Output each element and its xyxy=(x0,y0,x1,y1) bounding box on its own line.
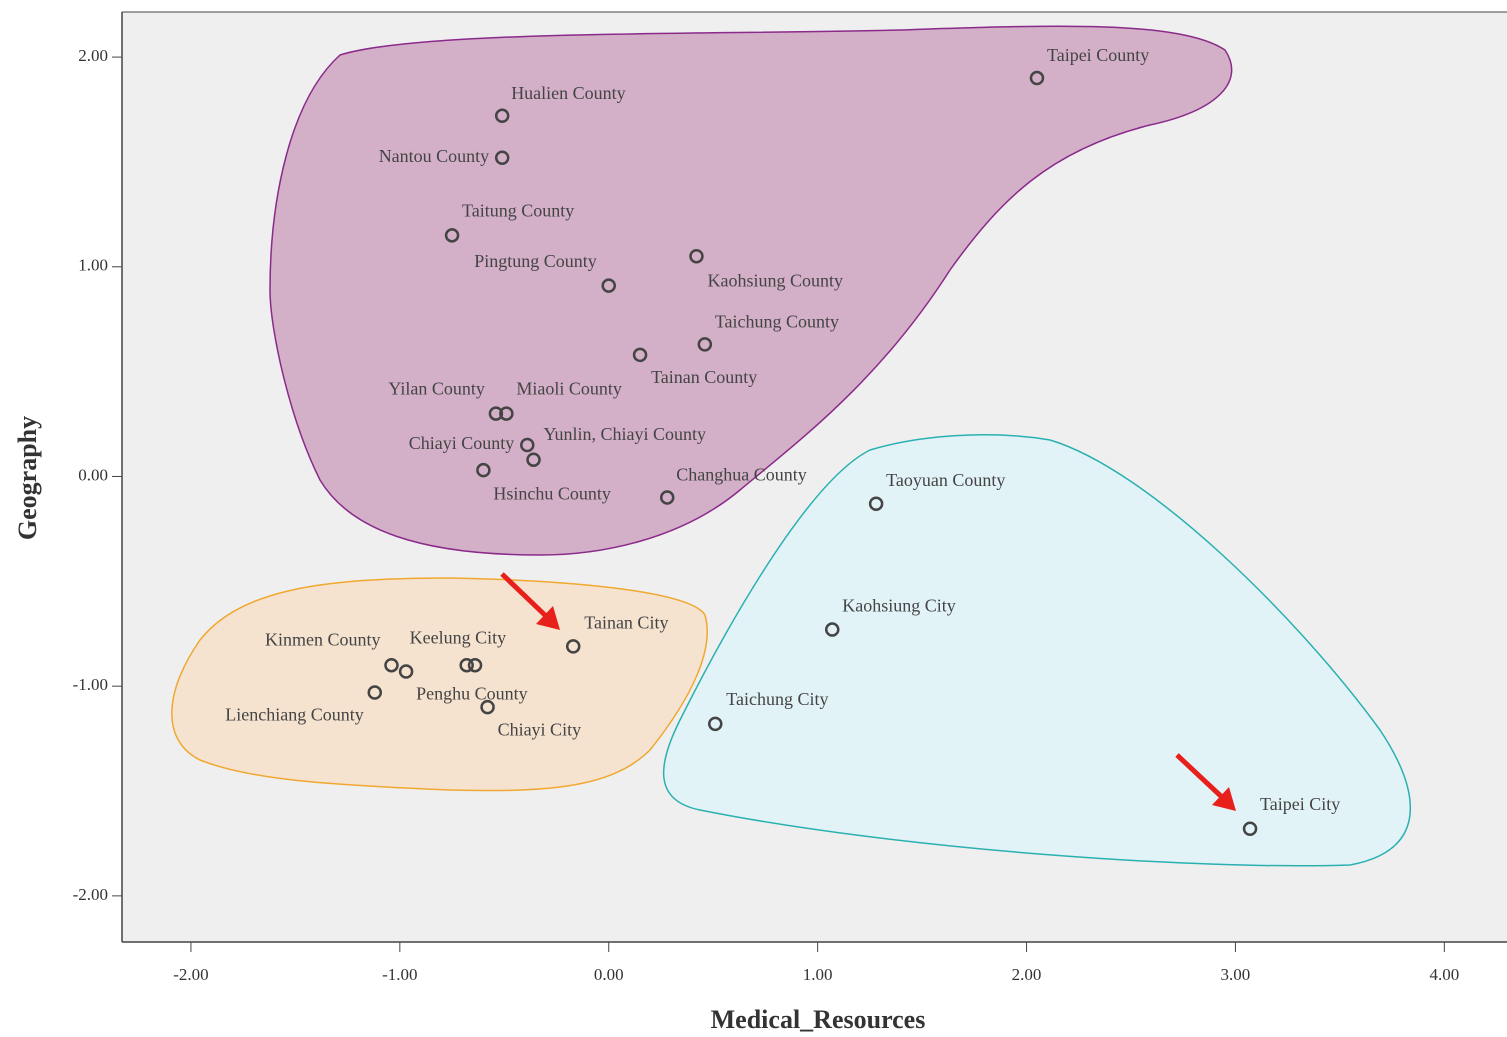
cluster-teal xyxy=(663,434,1412,867)
point-label: Taichung County xyxy=(715,311,839,331)
point-label: Pingtung County xyxy=(474,251,597,271)
point-label: Taichung City xyxy=(726,689,828,709)
arrow xyxy=(1175,753,1236,811)
y-tick-label: 0.00 xyxy=(78,465,108,484)
point xyxy=(494,108,510,124)
x-tick-label: 4.00 xyxy=(1429,965,1459,984)
point xyxy=(494,150,510,165)
point-label: Chiayi City xyxy=(498,719,582,739)
point-label: Kinmen County xyxy=(265,629,381,649)
x-tick-label: 3.00 xyxy=(1221,965,1251,984)
y-tick-label: -2.00 xyxy=(73,885,108,904)
y-axis-title: Geography xyxy=(13,416,42,540)
point xyxy=(1029,70,1045,86)
point-label: Chiayi County xyxy=(409,433,515,453)
point xyxy=(565,639,581,654)
y-tick-label: 2.00 xyxy=(78,46,108,65)
point-label: Hsinchu County xyxy=(493,483,611,503)
point-label: Taipei County xyxy=(1047,45,1149,65)
y-tick-label: 1.00 xyxy=(78,256,108,275)
point xyxy=(488,406,504,421)
x-tick-label: 0.00 xyxy=(594,965,624,984)
point xyxy=(659,490,675,505)
point-label: Penghu County xyxy=(416,684,528,704)
point xyxy=(708,716,723,732)
point-label: Tainan City xyxy=(584,612,668,632)
point-label: Lienchiang County xyxy=(225,705,363,725)
x-tick-label: 2.00 xyxy=(1012,965,1042,984)
arrow xyxy=(500,572,560,630)
point-label: Nantou County xyxy=(379,146,490,166)
cluster-purple xyxy=(269,25,1233,556)
cluster-orange xyxy=(171,577,708,792)
point-label: Yilan County xyxy=(388,379,485,399)
point-label: Kaohsiung City xyxy=(842,596,956,616)
point xyxy=(384,657,399,673)
point xyxy=(520,437,535,453)
point-label: Miaoli County xyxy=(516,379,622,399)
point xyxy=(868,496,884,511)
point xyxy=(467,657,483,673)
point-label: Changhua County xyxy=(676,465,807,485)
point xyxy=(632,347,648,363)
point xyxy=(825,622,840,637)
point-label: Taipei City xyxy=(1260,794,1340,814)
point xyxy=(480,699,495,715)
point xyxy=(697,337,713,352)
point xyxy=(499,406,514,421)
point xyxy=(1242,821,1258,837)
x-tick-label: -2.00 xyxy=(173,965,208,984)
point xyxy=(367,685,383,700)
point xyxy=(476,462,491,478)
point-label: Hualien County xyxy=(511,83,625,103)
point-label: Taoyuan County xyxy=(886,470,1005,490)
point-label: Kaohsiung County xyxy=(707,270,843,290)
x-tick-label: -1.00 xyxy=(382,965,417,984)
point xyxy=(601,278,616,293)
point-label: Tainan County xyxy=(651,367,757,387)
point xyxy=(526,452,541,467)
point-label: Keelung City xyxy=(410,627,507,647)
x-tick-label: 1.00 xyxy=(803,965,833,984)
y-tick-label: -1.00 xyxy=(73,675,108,694)
point xyxy=(444,228,460,243)
point xyxy=(689,249,704,264)
point xyxy=(459,657,474,673)
point-label: Yunlin, Chiayi County xyxy=(544,424,707,444)
point-label: Taitung County xyxy=(462,200,574,220)
point xyxy=(398,664,414,679)
x-axis-title: Medical_Resources xyxy=(711,1005,926,1034)
